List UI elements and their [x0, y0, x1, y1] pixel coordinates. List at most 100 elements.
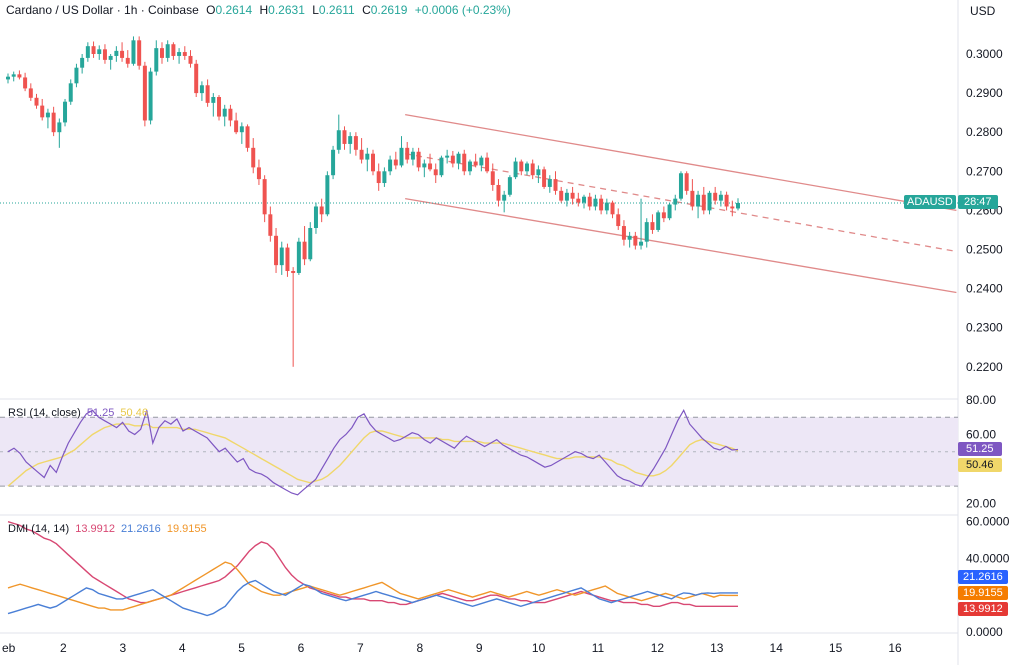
candle-body: [707, 192, 712, 211]
dmi-adx-tag-text: 19.9155: [963, 587, 1003, 599]
candle-body: [188, 55, 193, 64]
candle-body: [513, 161, 518, 178]
rsi-line: [7, 408, 739, 496]
candle-body: [701, 194, 706, 211]
candle-body: [279, 247, 284, 266]
candle-body: [74, 67, 79, 84]
candle-body: [564, 192, 569, 201]
candle-body: [633, 235, 638, 246]
axis-labels-layer: 0.30000.29000.28000.27000.26000.25000.24…: [2, 47, 1010, 655]
candle-body: [34, 97, 39, 106]
candle-body: [296, 241, 301, 273]
dmi-adx-tag: 19.9155: [958, 586, 1008, 600]
symbol-title[interactable]: Cardano / US Dollar · 1h · Coinbase: [6, 3, 199, 17]
candle-body: [587, 196, 592, 207]
candle-body: [502, 194, 507, 201]
symbol-price-tag[interactable]: ADAUSD: [904, 195, 956, 209]
dmi-legend[interactable]: DMI (14, 14) 13.9912 21.2616 19.9155: [8, 523, 210, 535]
open-label: O: [206, 3, 216, 17]
candle-body: [211, 97, 216, 103]
candle-body: [348, 136, 353, 144]
rsi-value-tag: 51.25: [958, 442, 1002, 456]
candle-body: [308, 227, 313, 260]
candle-body: [399, 147, 404, 166]
dmi-tick-label: 60.0000: [966, 515, 1010, 529]
time-tick-label: 11: [592, 641, 605, 655]
candle-body: [177, 52, 182, 56]
time-tick-label: eb: [2, 641, 16, 655]
candle-body: [6, 76, 10, 80]
price-tick-label: 0.2900: [966, 86, 1003, 100]
candle-body: [353, 136, 358, 150]
candle-body: [222, 108, 227, 117]
candle-body: [342, 130, 347, 144]
candle-body: [593, 198, 598, 207]
candle-body: [736, 202, 740, 209]
time-tick-label: 9: [476, 641, 483, 655]
candle-body: [684, 173, 689, 191]
candle-body: [496, 184, 501, 201]
dmi-title: DMI (14, 14): [8, 523, 70, 535]
candle-body: [405, 147, 410, 160]
candle-body: [524, 163, 529, 172]
candle-body: [91, 46, 96, 54]
time-tick-label: 2: [60, 641, 67, 655]
channel-lower-line: [405, 198, 957, 294]
candle-body: [547, 179, 552, 187]
candle-body: [199, 85, 204, 94]
candle-body: [63, 101, 68, 123]
candle-body: [57, 122, 62, 133]
dmi-plus-line: [7, 579, 738, 617]
candle-body: [256, 167, 261, 180]
rsi-legend-value: 51.25: [86, 407, 115, 419]
candle-body: [656, 212, 661, 230]
candle-body: [428, 163, 433, 170]
time-tick-label: 13: [710, 641, 724, 655]
currency-label[interactable]: USD: [970, 4, 996, 18]
channel-layer: [0, 113, 958, 294]
candle-body: [108, 55, 113, 60]
candle-body: [325, 175, 330, 215]
candle-body: [433, 169, 438, 176]
candle-body: [570, 192, 575, 199]
dmi-legend-plus: 21.2616: [121, 523, 161, 535]
candle-body: [125, 57, 130, 64]
dmi-minus-tag-text: 13.9912: [963, 603, 1003, 615]
dmi-legend-adx: 19.9155: [166, 523, 207, 535]
candle-body: [467, 161, 472, 172]
candle-body: [234, 120, 239, 133]
rsi-ma-line: [7, 423, 739, 487]
candle-body: [217, 97, 222, 117]
candle-body: [114, 50, 119, 56]
candle-body: [371, 153, 375, 172]
candle-body: [291, 271, 296, 273]
candle-body: [644, 222, 649, 242]
candle-body: [97, 49, 102, 54]
rsi-legend[interactable]: RSI (14, close) 51.25 50.46: [8, 407, 151, 419]
low-label: L: [312, 3, 319, 17]
candle-body: [576, 198, 581, 203]
candle-body: [718, 194, 723, 201]
candle-body: [542, 169, 547, 187]
rsi-legend-ma-value: 50.46: [120, 407, 148, 419]
candle-body: [17, 74, 22, 78]
candle-body: [724, 194, 729, 207]
candle-body: [23, 77, 28, 89]
candle-body: [479, 157, 484, 166]
candle-body: [239, 126, 244, 133]
price-tick-label: 0.2300: [966, 321, 1003, 335]
rsi-tick-label: 20.00: [966, 496, 996, 510]
time-tick-label: 16: [888, 641, 902, 655]
candle-body: [559, 190, 564, 201]
dmi-minus-tag: 13.9912: [958, 602, 1008, 616]
time-tick-label: 5: [238, 641, 245, 655]
change-value: +0.0006 (+0.23%): [414, 3, 511, 17]
time-tick-label: 12: [651, 641, 665, 655]
candle-body: [154, 48, 159, 72]
candle-body: [730, 206, 735, 209]
rsi-tick-label: 60.00: [966, 427, 996, 441]
time-tick-label: 8: [416, 641, 423, 655]
symbol-tag-label: ADAUSD: [907, 196, 953, 208]
candle-body: [194, 63, 199, 94]
